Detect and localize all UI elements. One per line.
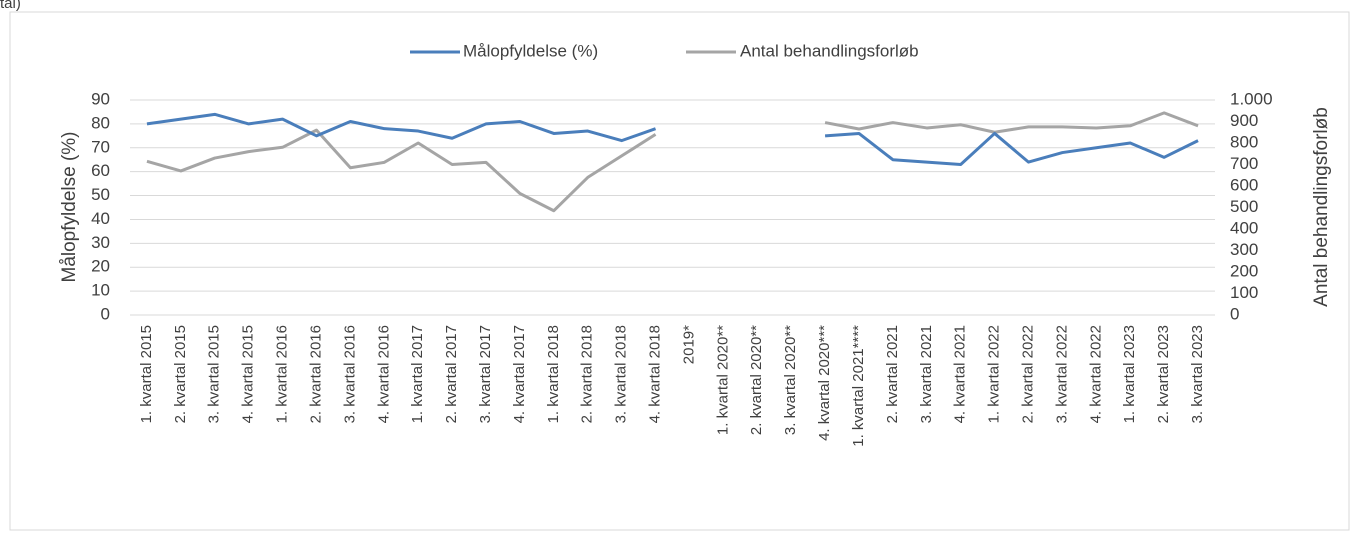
x-tick-label: 3. kvartal 2017 (477, 325, 494, 423)
x-tick-label: 3. kvartal 2020** (782, 325, 799, 435)
x-tick-label: 4. kvartal 2021 (952, 325, 969, 423)
x-tick-label: 4. kvartal 2020*** (816, 325, 833, 441)
x-tick-label: 2. kvartal 2015 (172, 325, 189, 423)
x-tick-label: 1. kvartal 2017 (409, 325, 426, 423)
x-tick-label: 1. kvartal 2022 (986, 325, 1003, 423)
x-tick-label: 1. kvartal 2023 (1121, 325, 1138, 423)
series-line (146, 111, 1199, 213)
y-axis-title: Målopfyldelse (%) (59, 132, 80, 283)
legend-label: Antal behandlingsforløb (740, 41, 919, 60)
caption: tal) (0, 0, 21, 12)
x-tick-label: 1. kvartal 2020** (714, 325, 731, 435)
x-tick-label: 2. kvartal 2017 (443, 325, 460, 423)
y2-tick-label: 1.000 (1230, 89, 1273, 108)
x-tick-label: 2. kvartal 2018 (579, 325, 596, 423)
y-tick-label: 80 (91, 113, 110, 132)
x-tick-label: 1. kvartal 2015 (138, 325, 155, 423)
y2-tick-label: 100 (1230, 283, 1258, 302)
y2-tick-label: 300 (1230, 240, 1258, 259)
x-tick-label: 4. kvartal 2016 (375, 325, 392, 423)
x-tick-label: 3. kvartal 2021 (918, 325, 935, 423)
y-tick-label: 30 (91, 233, 110, 252)
x-tick-label: 2. kvartal 2021 (884, 325, 901, 423)
x-tick-label: 3. kvartal 2015 (206, 325, 223, 423)
y-tick-label: 40 (91, 209, 110, 228)
y2-tick-label: 400 (1230, 218, 1258, 237)
y2-tick-label: 0 (1230, 304, 1239, 323)
x-tick-label: 4. kvartal 2015 (240, 325, 257, 423)
x-tick-label: 4. kvartal 2017 (511, 325, 528, 423)
x-tick-label: 2. kvartal 2020** (748, 325, 765, 435)
y2-tick-label: 700 (1230, 154, 1258, 173)
y2-tick-label: 500 (1230, 197, 1258, 216)
y2-tick-label: 600 (1230, 175, 1258, 194)
x-tick-label: 4. kvartal 2018 (647, 325, 664, 423)
x-tick-label: 2. kvartal 2022 (1019, 325, 1036, 423)
y-tick-label: 50 (91, 185, 110, 204)
x-tick-label: 2019* (680, 325, 697, 364)
x-tick-label: 2. kvartal 2023 (1155, 325, 1172, 423)
y-tick-label: 20 (91, 257, 110, 276)
y2-tick-label: 900 (1230, 111, 1258, 130)
y2-tick-label: 800 (1230, 132, 1258, 151)
x-tick-label: 3. kvartal 2022 (1053, 325, 1070, 423)
y-tick-label: 70 (91, 137, 110, 156)
y2-axis-title: Antal behandlingsforløb (1311, 107, 1332, 307)
y-tick-label: 60 (91, 161, 110, 180)
x-tick-label: 4. kvartal 2022 (1087, 325, 1104, 423)
x-tick-label: 1. kvartal 2018 (545, 325, 562, 423)
legend-label: Målopfyldelse (%) (463, 41, 598, 60)
y-tick-label: 0 (101, 304, 110, 323)
y2-tick-label: 200 (1230, 261, 1258, 280)
x-tick-label: 2. kvartal 2016 (307, 325, 324, 423)
x-tick-label: 1. kvartal 2016 (274, 325, 291, 423)
chart-border (9, 11, 1350, 531)
x-tick-label: 3. kvartal 2023 (1189, 325, 1206, 423)
x-tick-label: 3. kvartal 2016 (341, 325, 358, 423)
y-tick-label: 10 (91, 281, 110, 300)
x-tick-label: 3. kvartal 2018 (613, 325, 630, 423)
series-line (146, 112, 1199, 166)
y-tick-label: 90 (91, 89, 110, 108)
x-tick-label: 1. kvartal 2021**** (850, 325, 867, 447)
